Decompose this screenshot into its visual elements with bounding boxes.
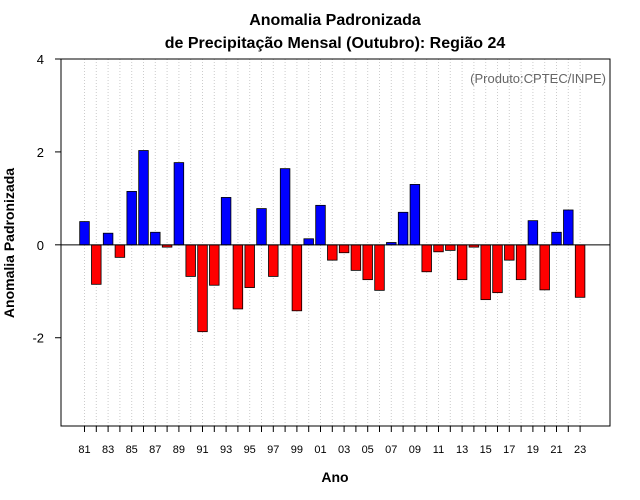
- bar-2011: [433, 244, 444, 253]
- bar-1989: [173, 162, 185, 246]
- y-tick-label: 2: [37, 145, 44, 160]
- bar-2009: [409, 184, 421, 246]
- x-tick-label: 17: [503, 444, 515, 456]
- bar-2005: [362, 244, 373, 281]
- bar-1984: [114, 244, 126, 258]
- x-tick-label: 85: [126, 444, 138, 456]
- credit-label: (Produto:CPTEC/INPE): [470, 71, 606, 86]
- bar-1996: [256, 208, 267, 246]
- plot-frame: [60, 58, 611, 427]
- bar-2023: [574, 244, 586, 298]
- y-tick-label: 0: [37, 238, 44, 253]
- bar-2016: [492, 244, 503, 294]
- chart-title-line1: Anomalia Padronizada: [249, 12, 421, 29]
- x-tick-label: 23: [574, 444, 586, 456]
- y-axis-title: Anomalia Padronizada: [1, 168, 17, 318]
- bar-2008: [397, 211, 409, 246]
- x-tick-label: 81: [78, 444, 90, 456]
- x-tick-label: 99: [291, 444, 303, 456]
- bar-1993: [220, 197, 232, 246]
- bar-1985: [126, 190, 137, 246]
- x-tick-label: 95: [244, 444, 256, 456]
- x-tick-label: 07: [385, 444, 397, 456]
- x-tick-label: 15: [480, 444, 492, 456]
- bar-2010: [421, 244, 432, 273]
- bar-1981: [79, 221, 90, 246]
- bar-2020: [539, 244, 550, 291]
- bar-2013: [456, 244, 468, 281]
- bar-1995: [244, 244, 255, 288]
- bar-1982: [91, 244, 102, 285]
- x-axis: 81 83 85 87 89 91 93 95 97 99 01 03 05 07 09 11 13 15 17 19…: [78, 426, 586, 456]
- x-tick-label: 89: [173, 444, 185, 456]
- y-tick-label: -2: [32, 331, 44, 346]
- x-tick-label: 87: [149, 444, 161, 456]
- bar-1994: [232, 244, 244, 310]
- x-tick-label: 09: [409, 444, 421, 456]
- bar-2004: [350, 244, 362, 271]
- y-axis: -2 0 2 4: [32, 52, 61, 346]
- x-tick-label: 93: [220, 444, 232, 456]
- chart-title-line2: de Precipitação Mensal (Outubro): Região…: [165, 35, 506, 52]
- x-tick-label: 03: [338, 444, 350, 456]
- bar-2003: [338, 244, 350, 254]
- x-tick-label: 91: [196, 444, 208, 456]
- bar-2015: [480, 244, 491, 301]
- x-tick-label: 11: [433, 444, 444, 456]
- bar-2018: [515, 244, 527, 281]
- y-tick-label: 4: [37, 52, 44, 67]
- bar-1991: [197, 244, 208, 333]
- bar-2022: [563, 209, 574, 246]
- bar-2017: [504, 244, 515, 261]
- x-tick-label: 21: [550, 444, 562, 456]
- x-tick-label: 05: [362, 444, 374, 456]
- bar-1983: [102, 232, 114, 246]
- bar-2012: [445, 244, 456, 251]
- bar-2006: [374, 244, 385, 291]
- bar-2021: [551, 231, 562, 246]
- bar-1986: [138, 150, 149, 246]
- x-tick-label: 19: [527, 444, 539, 456]
- bar-2000: [303, 238, 314, 246]
- x-tick-label: 97: [267, 444, 279, 456]
- bar-1999: [291, 244, 303, 312]
- x-tick-label: 83: [102, 444, 114, 456]
- bar-1998: [279, 168, 291, 246]
- bar-2019: [527, 220, 539, 246]
- x-tick-label: 01: [314, 444, 326, 456]
- bar-1997: [268, 244, 279, 277]
- bar-1987: [150, 231, 161, 246]
- x-axis-title: Ano: [321, 469, 348, 485]
- bar-2002: [327, 244, 338, 261]
- bar-1992: [209, 244, 220, 286]
- x-tick-label: 13: [456, 444, 468, 456]
- bar-2001: [315, 204, 326, 246]
- bar-1990: [185, 244, 196, 277]
- bars: [79, 150, 586, 333]
